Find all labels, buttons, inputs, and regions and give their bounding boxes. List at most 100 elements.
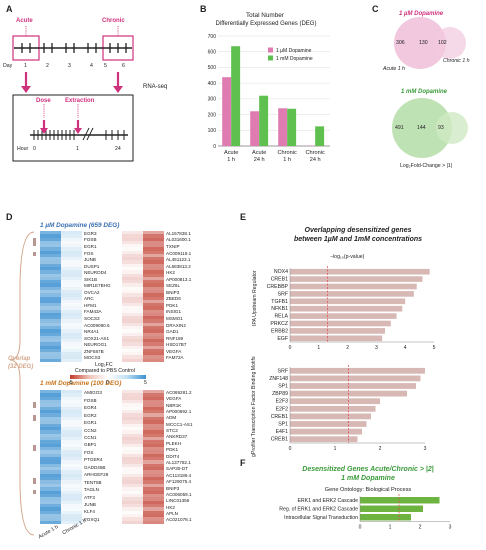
heatmap-cell	[40, 396, 61, 401]
day-1: 1	[24, 63, 27, 69]
heatmap-cell	[40, 503, 61, 508]
heatmap-cell	[122, 463, 143, 468]
panel-f-bar	[360, 505, 423, 512]
gene-label: FAM72A	[166, 355, 184, 361]
heatmap-cell	[122, 316, 143, 320]
panel-e-bottom-bar	[290, 405, 376, 412]
heatmap-cell	[143, 244, 164, 248]
heatmap-cell	[40, 263, 61, 268]
heatmap-cell	[61, 467, 82, 471]
heatmap-cell	[143, 467, 164, 471]
gene-label: SOCS3	[84, 316, 100, 322]
heatmap-cell	[40, 393, 61, 397]
heatmap-cell	[61, 493, 82, 498]
heatmap-cell	[61, 260, 82, 265]
heatmap-cell	[61, 270, 82, 274]
heatmap-cell	[143, 247, 164, 251]
legend-tick-max: 5	[144, 380, 147, 386]
heatmap-cell	[61, 446, 82, 451]
heatmap-cell	[40, 426, 61, 431]
heatmap-cell	[61, 263, 82, 268]
heatmap-cell	[122, 410, 143, 414]
heatmap-cell	[61, 517, 82, 521]
heatmap-cell	[40, 306, 61, 310]
heatmap-cell	[122, 253, 143, 258]
heatmap-cell	[143, 416, 164, 421]
heatmap-cell	[40, 457, 61, 461]
gene-label: AC069281.2	[166, 389, 192, 395]
gene-label: MSMO1	[166, 316, 183, 322]
gene-label: SAP30-DT	[166, 466, 188, 472]
heatmap-cell	[143, 430, 164, 434]
heatmap-cell	[61, 483, 82, 488]
gene-label: AL157838.1	[166, 230, 191, 236]
gene-label: NR4A1	[84, 329, 99, 335]
panel-e-top-category: NFKB1	[271, 306, 288, 312]
heatmap-cell	[122, 234, 143, 238]
heatmap-cell	[122, 426, 143, 431]
heatmap-cell	[61, 393, 82, 397]
heatmap-cell	[61, 463, 82, 468]
heatmap-cell	[122, 470, 143, 475]
hour-24: 24	[115, 146, 121, 152]
heatmap-cell	[61, 403, 82, 408]
chart-b-ytick: 300	[208, 97, 217, 103]
chart-b-xtick: Chronic	[306, 150, 325, 156]
heatmap-cell	[40, 450, 61, 454]
gene-label: STC2	[166, 428, 178, 434]
gene-label: SOX21-AS1	[84, 335, 110, 341]
heatmap-cell	[143, 312, 164, 317]
heatmap-cell	[143, 293, 164, 297]
venn-low-title: 1 µM Dopamine	[399, 11, 444, 17]
heatmap-cell	[122, 342, 143, 346]
gene-label: CCN1	[84, 434, 97, 440]
heatmap-cell	[122, 325, 143, 330]
panel-e-axis-title: −log₁₀(p-value)	[330, 254, 365, 260]
heatmap-cell	[143, 423, 164, 428]
heatmap-cell	[61, 273, 82, 278]
panel-e-bottom-category: CREB1	[271, 437, 288, 443]
panel-f-xtick: 1	[389, 525, 392, 531]
heatmap-cell	[143, 453, 164, 458]
heatmap-cell	[143, 436, 164, 441]
heatmap-cell	[40, 436, 61, 441]
panel-e-bottom-bar	[290, 436, 358, 443]
heatmap-cell	[40, 257, 61, 261]
gene-label: LINC01356	[166, 498, 190, 504]
heatmap-cell	[143, 240, 164, 245]
heatmap-cell	[40, 316, 61, 320]
panel-e-top-category: TGFB1	[271, 299, 288, 305]
gene-label: ATF3	[84, 494, 95, 500]
panel-f-category: Reg. of ERK1 and ERK2 Cascade	[279, 506, 358, 512]
heatmap-cell	[40, 276, 61, 281]
gene-label: ADM	[166, 415, 177, 421]
heatmap-cell	[40, 513, 61, 518]
heatmap-cell	[40, 234, 61, 238]
heatmap-cell	[143, 250, 164, 255]
heatmap-cell	[143, 513, 164, 518]
heatmap-cell	[122, 403, 143, 408]
heatmap-cell	[61, 413, 82, 418]
heatmap-cell	[122, 497, 143, 501]
venn-high-footnote: Log₂Fold-Change > |1|	[400, 163, 453, 169]
chart-b-title: Total Number	[245, 12, 284, 19]
heatmap-cell	[122, 416, 143, 421]
heatmap-cell	[40, 497, 61, 501]
gene-label: BNIP3	[166, 289, 180, 295]
heatmap-cell	[143, 322, 164, 327]
panel-e-top-bar	[290, 276, 423, 282]
heatmap-cell	[40, 420, 61, 424]
heatmap-cell	[143, 507, 164, 511]
gene-label: SEZ6L	[166, 283, 181, 289]
heatmap-cell	[122, 289, 143, 294]
heatmap-cell	[122, 237, 143, 242]
gene-label: APLN	[166, 511, 179, 517]
heatmap-cell	[122, 430, 143, 434]
heatmap-cell	[122, 493, 143, 498]
heatmap-low-left	[40, 231, 82, 363]
gene-label: EGR2	[84, 412, 97, 418]
heatmap-cell	[40, 487, 61, 491]
gene-label: SIK1B	[84, 276, 98, 282]
heatmap-cell	[61, 477, 82, 481]
heatmap-cell	[61, 355, 82, 359]
